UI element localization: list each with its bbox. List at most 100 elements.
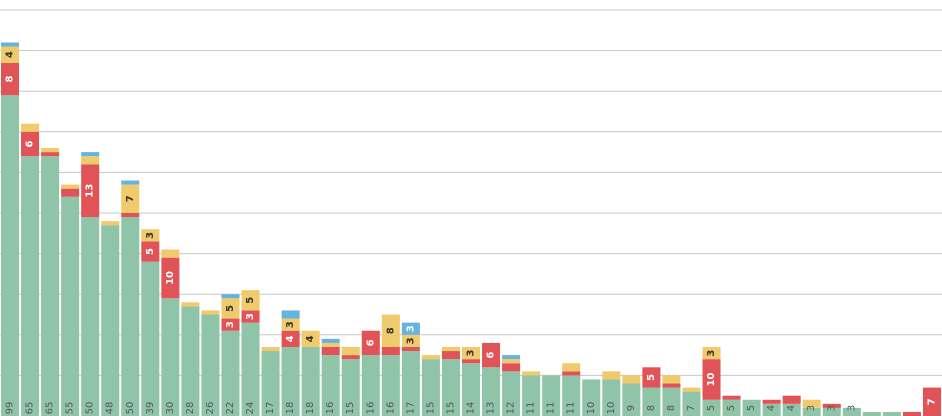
- bar-segment: [361, 330, 380, 356]
- bar-segment: [441, 346, 460, 352]
- bar-segment: [161, 257, 180, 299]
- bar-segment: [201, 310, 220, 315]
- bar-value-label: 6: [365, 339, 376, 346]
- bar-segment: [141, 241, 160, 262]
- bar-segment: [121, 180, 140, 185]
- category-tick-labels: 99 65 65 55 50 48 50 39 30 28 26 22 24 17 18 18 16 15 16 16…: [5, 402, 858, 415]
- bar-segment: [281, 310, 300, 319]
- category-tick-label: 26: [205, 402, 216, 415]
- bar-segment: [662, 375, 681, 384]
- bar-segment: [722, 399, 741, 416]
- bar-segment: [782, 403, 801, 416]
- bar-segment: [221, 298, 240, 319]
- category-tick-label: 8: [666, 405, 677, 411]
- bar-segment: [421, 355, 440, 360]
- bar-segment: [321, 346, 340, 356]
- category-tick-label: 65: [45, 402, 56, 415]
- bar-segment: [41, 156, 60, 416]
- bar-segment: [61, 184, 80, 189]
- bar-segment: [221, 330, 240, 416]
- category-tick-label: 4: [786, 405, 797, 411]
- category-tick-label: 50: [85, 402, 96, 415]
- bar-segment: [21, 123, 40, 132]
- bar-segment: [121, 184, 140, 213]
- bar-segment: [41, 152, 60, 157]
- category-tick-label: 4: [766, 405, 777, 411]
- category-tick-label: 9: [626, 405, 637, 411]
- bar-segment: [822, 407, 841, 416]
- category-tick-label: 16: [365, 402, 376, 415]
- bar-segment: [1, 42, 20, 47]
- bar-segment: [461, 359, 481, 364]
- category-tick-label: 17: [265, 402, 276, 415]
- bar-segment: [341, 346, 360, 356]
- bar-value-label: 7: [125, 195, 136, 202]
- bar-value-label: 5: [646, 374, 657, 381]
- bar-segment: [301, 346, 320, 416]
- bar-segment: [141, 261, 160, 416]
- bar-segment: [161, 298, 180, 416]
- category-tick-label: 55: [65, 402, 76, 415]
- bar-segment: [441, 359, 460, 416]
- category-tick-label: 99: [5, 402, 16, 415]
- category-tick-label: 16: [385, 402, 396, 415]
- bar-value-label: 3: [405, 325, 416, 332]
- bar-segment: [642, 387, 661, 416]
- bar-segment: [882, 411, 901, 416]
- bar-value-label: 3: [145, 232, 156, 239]
- bar-segment: [482, 342, 501, 368]
- bar-segment: [361, 355, 380, 416]
- bar-segment: [662, 387, 681, 416]
- bar-segment: [281, 318, 300, 331]
- bar-segment: [321, 355, 340, 416]
- bar-segment: [562, 375, 581, 416]
- bar-segment: [502, 355, 521, 360]
- bar-segment: [381, 346, 400, 356]
- category-tick-label: 5: [706, 405, 717, 411]
- bar-segment: [121, 217, 140, 416]
- category-tick-label: 11: [546, 402, 557, 415]
- bar-segment: [682, 391, 701, 416]
- bar-segment: [21, 156, 40, 416]
- bar-segment: [101, 221, 120, 226]
- bar-stacks: [1, 42, 941, 416]
- bar-segment: [241, 322, 260, 416]
- bar-segment: [281, 330, 300, 347]
- bar-segment: [121, 213, 140, 218]
- bar-value-label: 3: [285, 321, 296, 328]
- bar-segment: [662, 383, 681, 388]
- bar-segment: [622, 383, 641, 416]
- bar-segment: [181, 302, 200, 307]
- bar-segment: [722, 395, 741, 400]
- bar-value-label: 10: [706, 372, 717, 386]
- category-tick-label: 18: [305, 402, 316, 415]
- bar-segment: [81, 152, 100, 157]
- bar-segment: [341, 359, 360, 416]
- bar-segment: [201, 314, 220, 416]
- category-tick-label: 15: [425, 402, 436, 415]
- bar-segment: [902, 411, 921, 416]
- bar-segment: [261, 351, 280, 416]
- bar-segment: [702, 346, 721, 360]
- bar-segment: [522, 375, 541, 416]
- bar-segment: [642, 367, 661, 388]
- category-tick-label: 28: [185, 402, 196, 415]
- bar-segment: [482, 367, 501, 416]
- bar-value-label: 3: [245, 313, 256, 320]
- bar-segment: [401, 322, 420, 335]
- category-tick-label: 15: [445, 402, 456, 415]
- category-tick-label: 3: [846, 405, 857, 411]
- bar-segment: [702, 359, 721, 400]
- category-tick-label: 7: [686, 405, 697, 411]
- bar-segment: [401, 346, 420, 352]
- bar-value-label: 8: [5, 76, 16, 83]
- bar-segment: [762, 399, 781, 404]
- bar-segment: [241, 310, 260, 323]
- bar-segment: [1, 62, 20, 96]
- bar-segment: [41, 148, 60, 153]
- bar-segment: [161, 249, 180, 258]
- bar-segment: [321, 338, 340, 343]
- bar-value-label: 8: [385, 327, 396, 334]
- bar-segment: [221, 318, 240, 331]
- bar-value-label: 3: [405, 337, 416, 344]
